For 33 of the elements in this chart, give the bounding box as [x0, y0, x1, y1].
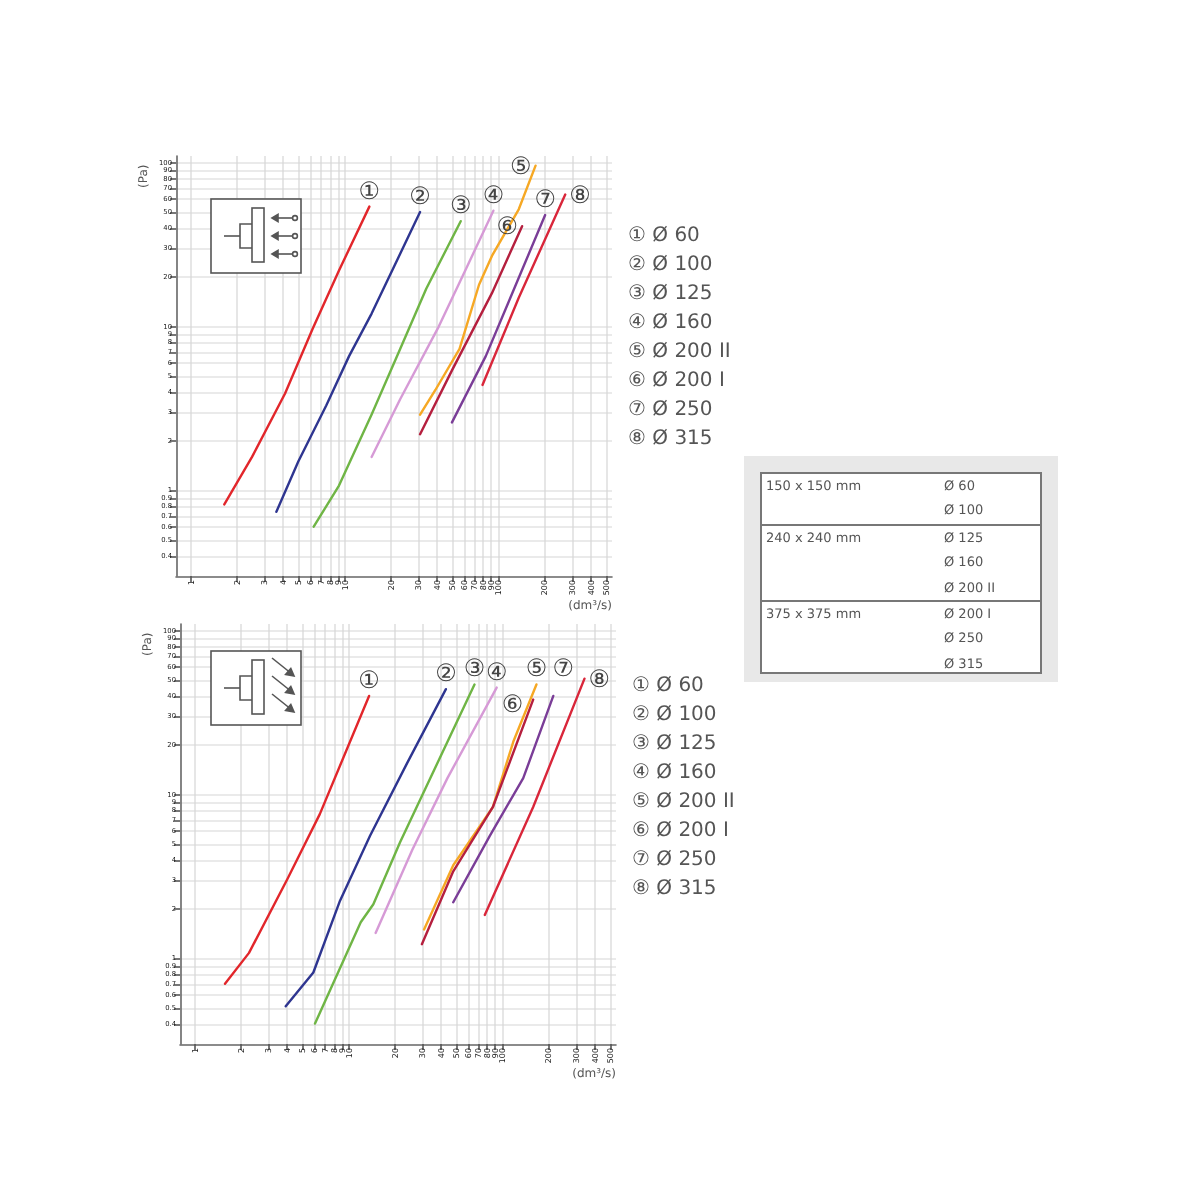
text: ① Ø 60	[632, 675, 704, 697]
line-series	[452, 694, 555, 904]
series-label: ①	[358, 665, 380, 694]
text: ⑤ Ø 200 II	[632, 791, 735, 813]
series-label: ②	[409, 182, 431, 211]
series-label: ④	[482, 180, 505, 209]
text: ⑦ Ø 250	[628, 399, 713, 421]
series-label: ⑤	[525, 654, 548, 683]
text: ⑤ Ø 200 II	[628, 341, 731, 363]
series-label: ⑥	[501, 689, 524, 718]
text: ④ Ø 160	[632, 762, 717, 784]
text: ② Ø 100	[628, 254, 713, 276]
series-label: ①	[358, 176, 381, 205]
series-label: ⑧	[588, 664, 611, 693]
series-label: ③	[463, 654, 486, 683]
text: ② Ø 100	[632, 704, 717, 726]
text: ⑧ Ø 315	[628, 428, 713, 450]
text: ③ Ø 125	[632, 733, 717, 755]
series-label: ⑦	[552, 653, 575, 682]
text: ⑧ Ø 315	[632, 878, 717, 900]
text: ③ Ø 125	[628, 283, 713, 305]
series-label: ③	[449, 191, 472, 220]
text: ⑦ Ø 250	[632, 849, 717, 871]
line-series	[223, 205, 371, 506]
series-label: ④	[485, 657, 508, 686]
series-label: ⑧	[569, 180, 591, 209]
series-label: ⑦	[534, 184, 556, 213]
series-label: ⑤	[510, 151, 532, 180]
text: ④ Ø 160	[628, 312, 713, 334]
series-label: ②	[435, 659, 457, 688]
text: ⑥ Ø 200 I	[632, 820, 729, 842]
text: ⑥ Ø 200 I	[628, 370, 725, 392]
text: ① Ø 60	[628, 225, 700, 247]
